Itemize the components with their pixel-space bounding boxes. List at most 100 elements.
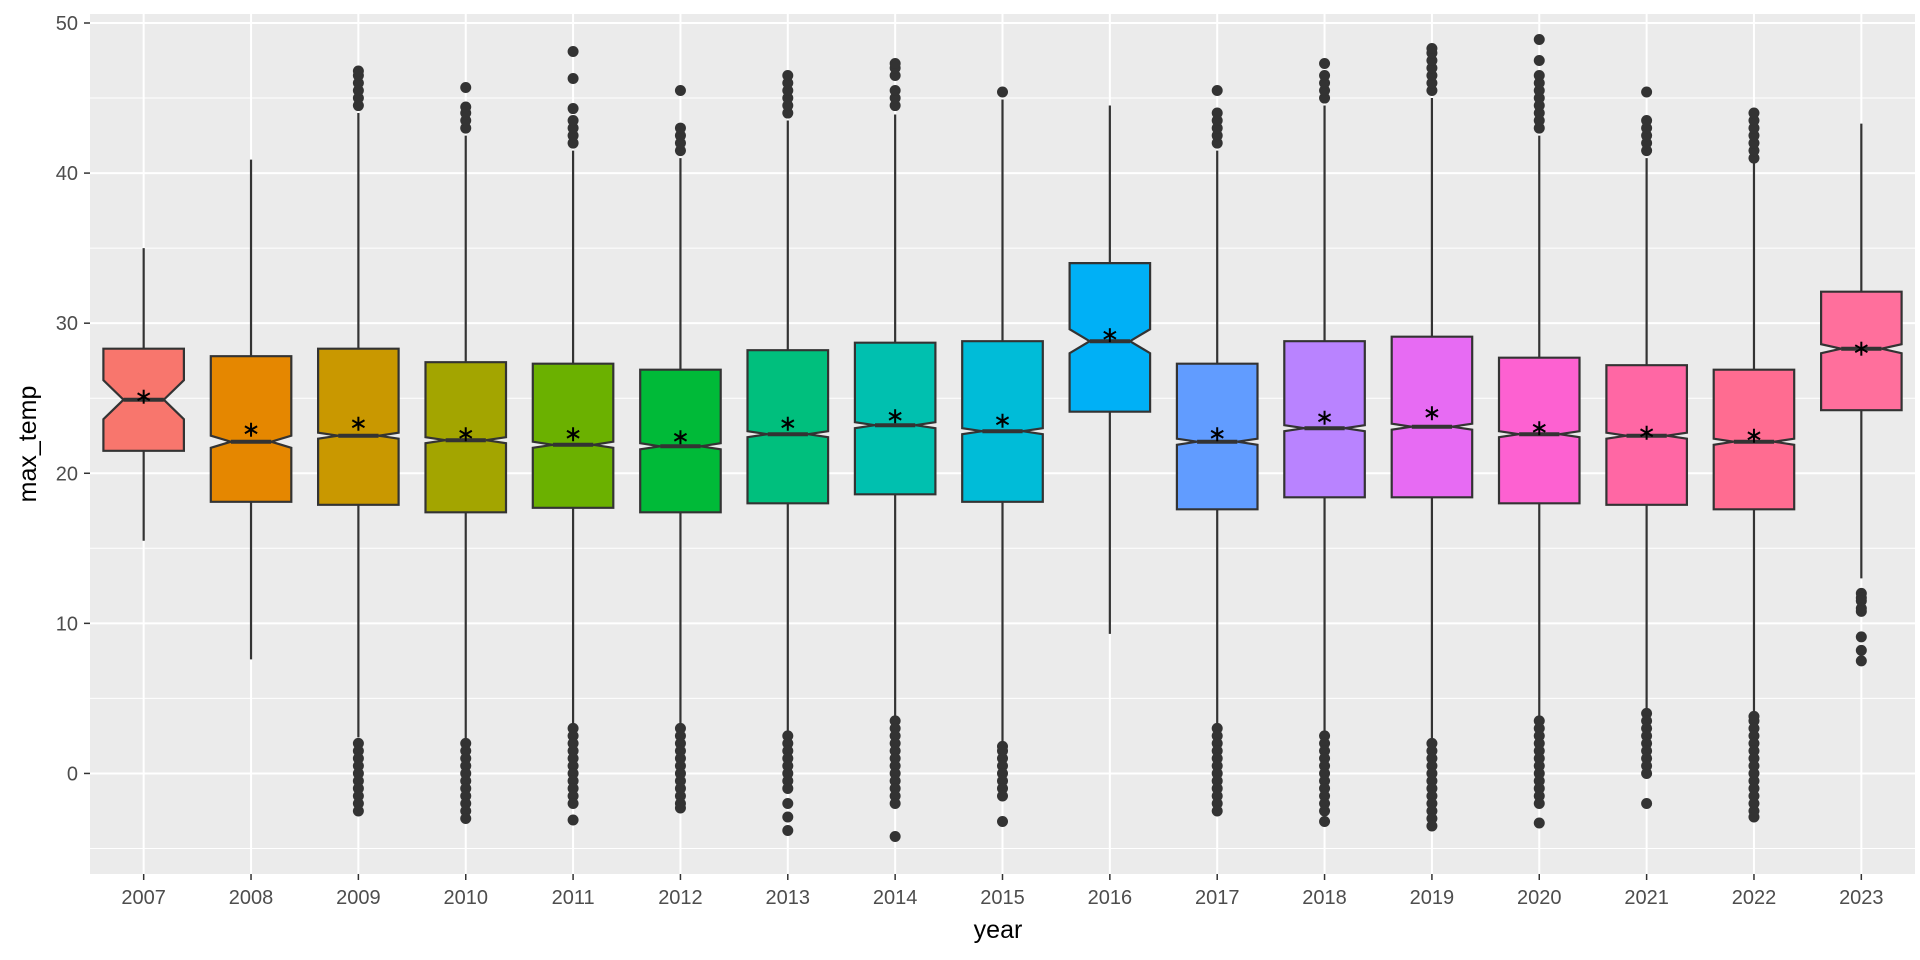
mean-marker <box>137 389 151 404</box>
y-tick-label: 10 <box>56 613 78 635</box>
y-axis-title: max_temp <box>14 386 42 503</box>
mean-marker-stroke <box>459 429 473 439</box>
outlier-point <box>1855 605 1867 617</box>
mean-marker <box>1210 427 1224 442</box>
box-group-2008 <box>209 159 293 660</box>
x-tick-label: 2007 <box>121 887 166 909</box>
mean-marker-stroke <box>1854 344 1868 354</box>
outlier-point <box>1748 107 1760 119</box>
outlier-point <box>1426 820 1438 832</box>
outlier-point <box>567 46 579 58</box>
mean-marker <box>1317 410 1332 425</box>
outlier-point <box>352 65 364 77</box>
outlier-point <box>889 58 901 70</box>
mean-marker <box>1854 341 1868 356</box>
outlier-point <box>567 115 579 127</box>
outlier-point <box>567 797 579 809</box>
outlier-point <box>1533 34 1545 46</box>
box-group-2021 <box>1605 86 1689 809</box>
mean-marker <box>888 409 902 424</box>
x-tick-label: 2019 <box>1410 887 1455 909</box>
box-group-2016 <box>1068 105 1152 634</box>
mean-marker-stroke <box>1532 423 1546 433</box>
outlier-point <box>1319 815 1331 827</box>
mean-marker-stroke <box>137 392 151 402</box>
outlier-point <box>1533 797 1545 809</box>
x-axis: 2007 2008 2009 2010 2011 2012 2013 2014 2015 2016… <box>121 874 1884 909</box>
x-tick-label: 2017 <box>1195 887 1240 909</box>
outlier-point <box>889 85 901 97</box>
outlier-point <box>782 811 794 823</box>
x-tick-label: 2016 <box>1088 887 1133 909</box>
box-group-2015 <box>961 86 1044 827</box>
mean-marker-stroke <box>1425 408 1439 418</box>
mean-marker-stroke <box>995 416 1010 426</box>
outlier-point <box>1211 85 1223 97</box>
box-group-2012 <box>639 85 722 814</box>
x-tick-label: 2010 <box>443 887 488 909</box>
outlier-point <box>460 812 472 824</box>
x-tick-label: 2023 <box>1839 887 1884 909</box>
outlier-point <box>889 797 901 809</box>
box-group-2009 <box>317 65 400 817</box>
outlier-point <box>1855 655 1867 667</box>
box-group-2023 <box>1819 123 1903 667</box>
mean-marker <box>1532 421 1546 436</box>
outlier-point <box>889 830 901 842</box>
mean-marker <box>995 413 1010 428</box>
y-tick-label: 0 <box>67 763 78 785</box>
box-group-2020 <box>1497 34 1581 829</box>
outlier-point <box>1319 70 1331 82</box>
outlier-point <box>1426 43 1438 55</box>
mean-marker-stroke <box>1747 431 1761 441</box>
outlier-point <box>997 790 1008 802</box>
outlier-point <box>782 824 794 836</box>
outlier-point <box>1641 86 1653 98</box>
outlier-point <box>567 814 579 826</box>
mean-marker <box>244 422 258 437</box>
box-group-2011 <box>531 46 615 826</box>
mean-marker-stroke <box>244 425 258 435</box>
box-group-2010 <box>424 82 508 824</box>
mean-marker <box>781 416 795 431</box>
x-tick-label: 2014 <box>873 887 918 909</box>
x-tick-label: 2018 <box>1302 887 1347 909</box>
mean-marker-stroke <box>781 419 795 429</box>
outlier-point <box>1641 115 1653 127</box>
y-axis: 0 10 20 30 40 50 <box>56 13 90 785</box>
outlier-point <box>1211 107 1223 119</box>
outlier-point <box>782 782 794 794</box>
x-tick-label: 2015 <box>980 887 1025 909</box>
x-tick-label: 2012 <box>658 887 703 909</box>
mean-marker <box>459 427 473 442</box>
y-tick-label: 30 <box>56 313 78 335</box>
outlier-point <box>1211 805 1223 817</box>
x-tick-label: 2022 <box>1732 887 1777 909</box>
mean-marker-stroke <box>888 411 902 421</box>
outlier-point <box>674 85 686 97</box>
mean-marker-stroke <box>1103 330 1117 340</box>
mean-marker <box>566 427 580 442</box>
mean-marker <box>1640 425 1654 440</box>
outlier-point <box>1748 811 1760 823</box>
outlier-point <box>352 805 364 817</box>
box-group-2014 <box>853 58 937 842</box>
x-tick-label: 2009 <box>336 887 381 909</box>
x-tick-label: 2011 <box>552 887 595 909</box>
box-group-2018 <box>1283 58 1366 827</box>
outlier-point <box>567 103 579 115</box>
y-tick-label: 40 <box>56 163 78 185</box>
outlier-point <box>1641 797 1653 809</box>
mean-marker-stroke <box>1640 428 1654 438</box>
outlier-point <box>997 86 1008 98</box>
outlier-point <box>1533 70 1545 82</box>
outlier-point <box>1319 805 1331 817</box>
box-group-2013 <box>746 70 830 836</box>
mean-marker-stroke <box>566 429 580 439</box>
y-tick-label: 50 <box>56 13 78 35</box>
x-tick-label: 2020 <box>1517 887 1562 909</box>
outlier-point <box>674 122 686 134</box>
box-group-2019 <box>1390 43 1474 832</box>
outlier-point <box>567 73 579 85</box>
